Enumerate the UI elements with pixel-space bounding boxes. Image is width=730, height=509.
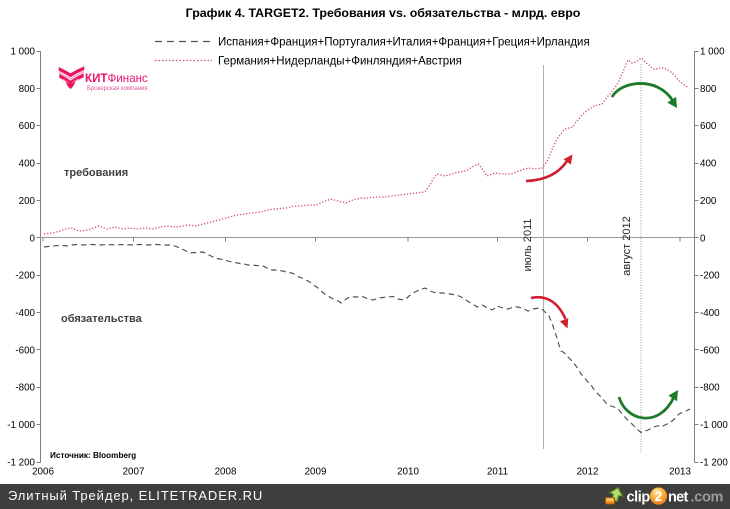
svg-text:-400: -400 bbox=[15, 308, 35, 319]
svg-text:-1 200: -1 200 bbox=[7, 457, 35, 468]
svg-text:.com: .com bbox=[691, 490, 724, 506]
svg-text:800: 800 bbox=[19, 84, 36, 95]
svg-text:0: 0 bbox=[700, 233, 706, 244]
svg-text:net: net bbox=[668, 490, 689, 506]
svg-text:-200: -200 bbox=[15, 271, 35, 282]
svg-text:-600: -600 bbox=[700, 345, 720, 356]
svg-text:clip: clip bbox=[627, 490, 651, 506]
svg-text:0: 0 bbox=[30, 233, 36, 244]
svg-text:2009: 2009 bbox=[305, 467, 327, 478]
svg-text:2007: 2007 bbox=[123, 467, 145, 478]
svg-text:2013: 2013 bbox=[669, 467, 691, 478]
svg-text:2010: 2010 bbox=[397, 467, 419, 478]
svg-text:КИТФинанс: КИТФинанс bbox=[85, 72, 148, 85]
svg-text:2012: 2012 bbox=[577, 467, 599, 478]
svg-text:Испания+Франция+Португалия+Ита: Испания+Франция+Португалия+Италия+Франци… bbox=[218, 37, 590, 49]
svg-text:График 4. TARGET2. Требования: График 4. TARGET2. Требования vs. обязат… bbox=[186, 6, 581, 20]
svg-text:-200: -200 bbox=[700, 271, 720, 282]
svg-text:Брокерская компания: Брокерская компания bbox=[87, 86, 148, 92]
svg-text:-800: -800 bbox=[700, 383, 720, 394]
svg-text:200: 200 bbox=[700, 196, 717, 207]
svg-text:400: 400 bbox=[19, 159, 36, 170]
svg-text:Источник: Bloomberg: Источник: Bloomberg bbox=[50, 451, 136, 460]
svg-text:2008: 2008 bbox=[215, 467, 237, 478]
svg-text:2011: 2011 bbox=[487, 467, 508, 478]
svg-text:-400: -400 bbox=[700, 308, 720, 319]
svg-text:2006: 2006 bbox=[32, 467, 54, 478]
svg-text:1 000: 1 000 bbox=[10, 47, 35, 58]
svg-text:-1 200: -1 200 bbox=[700, 457, 728, 468]
svg-text:-1 000: -1 000 bbox=[700, 420, 728, 431]
svg-text:август 2012: август 2012 bbox=[621, 216, 633, 275]
svg-text:-800: -800 bbox=[15, 383, 35, 394]
svg-text:800: 800 bbox=[700, 84, 717, 95]
svg-text:1 000: 1 000 bbox=[700, 47, 725, 58]
svg-text:обязательства: обязательства bbox=[61, 313, 143, 325]
svg-text:200: 200 bbox=[19, 196, 36, 207]
svg-text:-600: -600 bbox=[15, 345, 35, 356]
svg-text:2: 2 bbox=[655, 489, 663, 504]
svg-text:600: 600 bbox=[19, 121, 36, 132]
svg-text:требования: требования bbox=[64, 167, 128, 179]
svg-text:600: 600 bbox=[700, 121, 717, 132]
svg-text:июль 2011: июль 2011 bbox=[522, 218, 534, 271]
svg-text:400: 400 bbox=[700, 159, 717, 170]
svg-text:-1 000: -1 000 bbox=[7, 420, 35, 431]
svg-text:Германия+Нидерланды+Финляндия+: Германия+Нидерланды+Финляндия+Австрия bbox=[218, 56, 462, 68]
